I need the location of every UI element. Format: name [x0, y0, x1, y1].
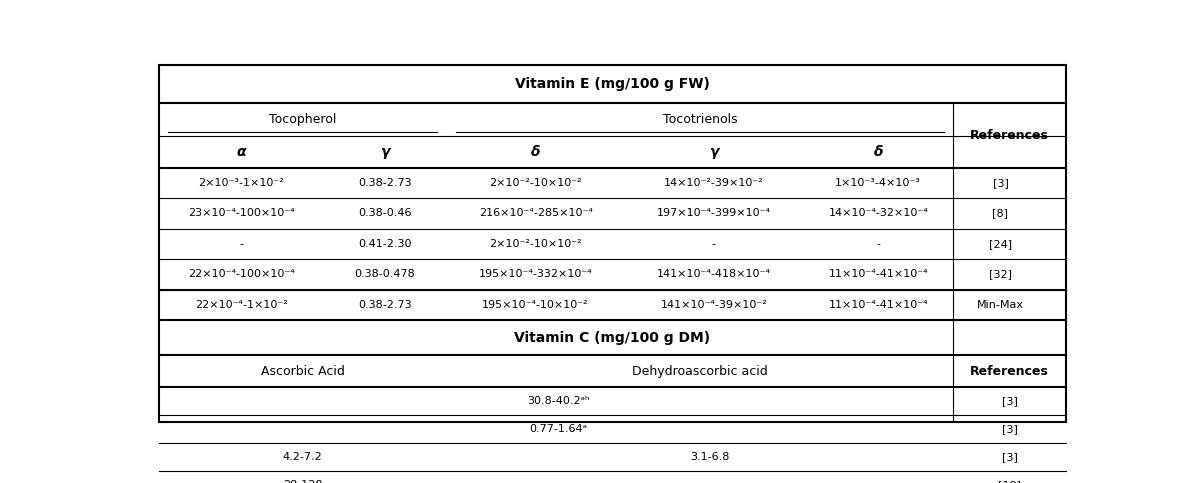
- Text: [32]: [32]: [989, 270, 1012, 279]
- Text: [3]: [3]: [1001, 424, 1018, 434]
- Text: 14×10⁻²-39×10⁻²: 14×10⁻²-39×10⁻²: [664, 178, 764, 188]
- Text: 0.41-2.30: 0.41-2.30: [358, 239, 412, 249]
- Text: 141×10⁻⁴-39×10⁻²: 141×10⁻⁴-39×10⁻²: [661, 300, 767, 310]
- Text: 22×10⁻⁴-1×10⁻²: 22×10⁻⁴-1×10⁻²: [195, 300, 288, 310]
- Text: Dehydroascorbic acid: Dehydroascorbic acid: [632, 365, 768, 378]
- Text: α: α: [237, 145, 246, 159]
- Text: [18]: [18]: [998, 480, 1022, 483]
- Text: 11×10⁻⁴-41×10⁻⁴: 11×10⁻⁴-41×10⁻⁴: [828, 300, 929, 310]
- Text: 141×10⁻⁴-418×10⁻⁴: 141×10⁻⁴-418×10⁻⁴: [657, 270, 771, 279]
- Text: 30.8-40.2ᵃʰ: 30.8-40.2ᵃʰ: [527, 396, 589, 406]
- Text: 22×10⁻⁴-100×10⁻⁴: 22×10⁻⁴-100×10⁻⁴: [188, 270, 294, 279]
- Text: 4.2-7.2: 4.2-7.2: [283, 452, 323, 462]
- Text: 195×10⁻⁴-10×10⁻²: 195×10⁻⁴-10×10⁻²: [483, 300, 589, 310]
- Text: Vitamin C (mg/100 g DM): Vitamin C (mg/100 g DM): [514, 331, 711, 345]
- Text: 2×10⁻³-1×10⁻²: 2×10⁻³-1×10⁻²: [198, 178, 284, 188]
- Text: Ascorbic Acid: Ascorbic Acid: [261, 365, 344, 378]
- Text: [8]: [8]: [993, 209, 1009, 218]
- Text: [24]: [24]: [989, 239, 1012, 249]
- Text: 2×10⁻²-10×10⁻²: 2×10⁻²-10×10⁻²: [489, 239, 582, 249]
- Text: Vitamin E (mg/100 g FW): Vitamin E (mg/100 g FW): [515, 77, 710, 91]
- Text: References: References: [970, 128, 1049, 142]
- Text: -: -: [876, 239, 881, 249]
- Text: References: References: [970, 365, 1049, 378]
- Text: 0.38-0.478: 0.38-0.478: [355, 270, 416, 279]
- Text: 28-128: 28-128: [283, 480, 323, 483]
- Text: 0.38-2.73: 0.38-2.73: [358, 178, 412, 188]
- Text: [3]: [3]: [993, 178, 1009, 188]
- Text: 3.1-6.8: 3.1-6.8: [691, 452, 730, 462]
- Text: δ: δ: [531, 145, 540, 159]
- Text: [3]: [3]: [1001, 396, 1018, 406]
- Text: 0.38-2.73: 0.38-2.73: [358, 300, 412, 310]
- Text: -: -: [239, 239, 243, 249]
- Text: 1×10⁻³-4×10⁻³: 1×10⁻³-4×10⁻³: [835, 178, 921, 188]
- Text: 0.77-1.64ᵃ: 0.77-1.64ᵃ: [529, 424, 587, 434]
- Text: 23×10⁻⁴-100×10⁻⁴: 23×10⁻⁴-100×10⁻⁴: [188, 209, 294, 218]
- Text: 197×10⁻⁴-399×10⁻⁴: 197×10⁻⁴-399×10⁻⁴: [657, 209, 771, 218]
- Text: Tocotrienols: Tocotrienols: [663, 113, 737, 126]
- Text: -: -: [712, 239, 716, 249]
- Text: Min-Max: Min-Max: [978, 300, 1024, 310]
- Text: 195×10⁻⁴-332×10⁻⁴: 195×10⁻⁴-332×10⁻⁴: [479, 270, 593, 279]
- Text: Tocopherol: Tocopherol: [269, 113, 336, 126]
- Text: 14×10⁻⁴-32×10⁻⁴: 14×10⁻⁴-32×10⁻⁴: [828, 209, 929, 218]
- Text: γ: γ: [709, 145, 718, 159]
- Text: γ: γ: [380, 145, 390, 159]
- Text: 11×10⁻⁴-41×10⁻⁴: 11×10⁻⁴-41×10⁻⁴: [828, 270, 929, 279]
- Text: δ: δ: [874, 145, 883, 159]
- Text: [3]: [3]: [1001, 452, 1018, 462]
- Text: 216×10⁻⁴-285×10⁻⁴: 216×10⁻⁴-285×10⁻⁴: [479, 209, 593, 218]
- Text: 0.38-0.46: 0.38-0.46: [358, 209, 412, 218]
- Text: 2×10⁻²-10×10⁻²: 2×10⁻²-10×10⁻²: [489, 178, 582, 188]
